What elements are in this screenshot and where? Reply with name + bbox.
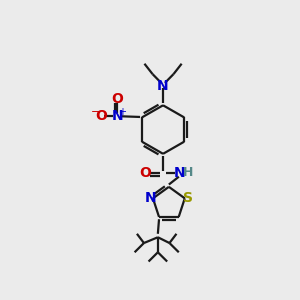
Text: O: O xyxy=(140,167,152,180)
Text: O: O xyxy=(95,109,107,123)
Text: S: S xyxy=(183,191,193,205)
Text: H: H xyxy=(183,166,193,179)
Text: +: + xyxy=(118,107,126,117)
Text: O: O xyxy=(112,92,123,106)
Text: −: − xyxy=(91,107,101,117)
Text: N: N xyxy=(112,109,123,123)
Text: N: N xyxy=(144,191,156,205)
Text: N: N xyxy=(157,79,169,93)
Text: N: N xyxy=(173,167,185,180)
